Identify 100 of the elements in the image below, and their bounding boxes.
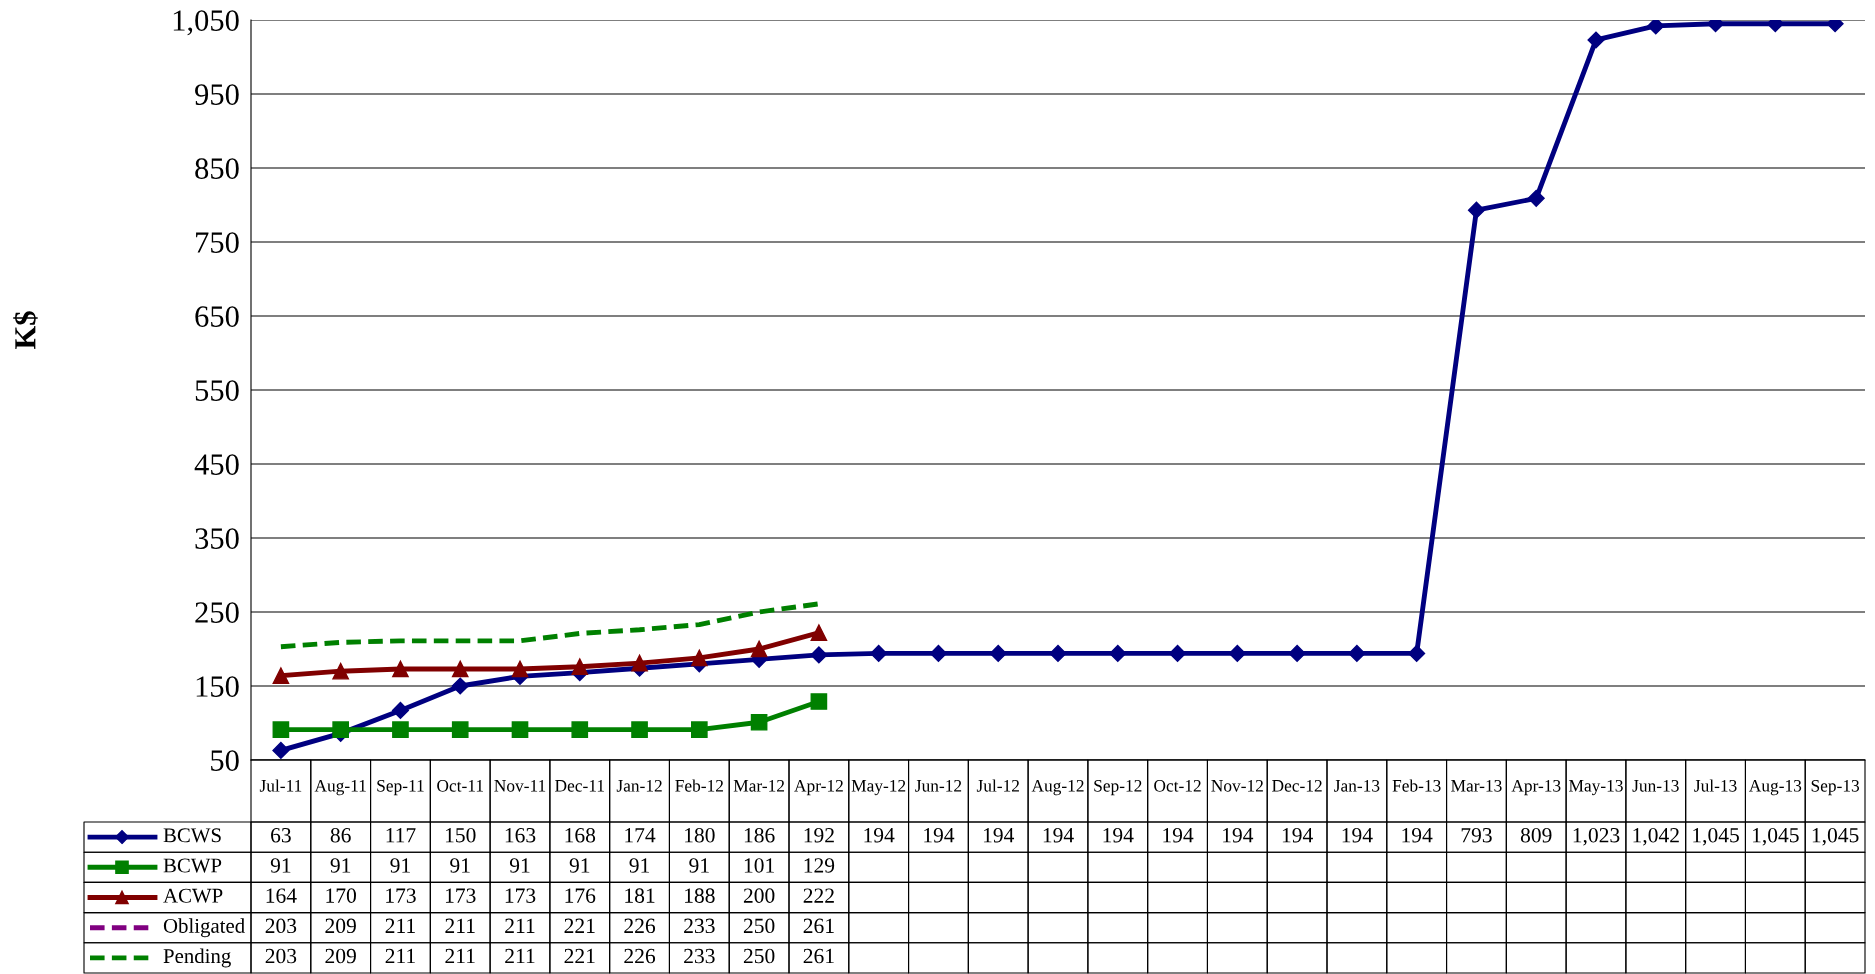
- point: [1467, 201, 1485, 219]
- x-tick-label: Aug-13: [1748, 779, 1802, 796]
- point: [1288, 644, 1306, 662]
- x-tick-label: Jan-13: [1334, 780, 1380, 792]
- x-tick-label: Aug-11: [314, 779, 366, 796]
- point: [451, 721, 469, 738]
- point: [750, 640, 768, 658]
- point: [1109, 644, 1127, 662]
- point: [1228, 644, 1246, 662]
- point: [451, 660, 469, 678]
- x-tick-label: Aug-12: [1031, 779, 1084, 796]
- point: [392, 660, 409, 678]
- data-label: 173: [505, 888, 536, 903]
- data-label: 200: [743, 888, 775, 903]
- text: 233: [684, 918, 715, 934]
- data-label: 250: [743, 948, 775, 964]
- x-tick-label: Nov-12: [1211, 780, 1263, 792]
- data-label: 1,023: [1573, 827, 1620, 846]
- data-label: 91: [629, 858, 650, 873]
- data-label: 194: [983, 828, 1015, 843]
- data-label: 1,045: [1693, 827, 1739, 846]
- data-label: 809: [1520, 827, 1552, 843]
- data-label: 63: [271, 828, 291, 843]
- point: [571, 721, 589, 738]
- y-tick-label: 1,050: [173, 10, 239, 36]
- data-label: 91: [390, 858, 410, 873]
- y-axis-title: K$: [13, 311, 38, 349]
- x-tick-label: May-12: [851, 779, 906, 796]
- data-label: 91: [270, 858, 291, 873]
- x-tick-label: Oct-11: [437, 780, 483, 792]
- y-tick-label: 50: [211, 750, 239, 771]
- x-tick-label: Jul-12: [976, 779, 1019, 792]
- x-tick-label: Jan-12: [616, 780, 662, 792]
- data-label: 86: [330, 827, 351, 843]
- data-label: 186: [744, 827, 775, 843]
- data-label: 180: [685, 827, 715, 843]
- data-label: 192: [804, 828, 834, 843]
- x-tick-label: Sep-12: [1094, 780, 1142, 796]
- y-tick-label: 950: [195, 84, 239, 105]
- point: [750, 713, 768, 731]
- data-label: 91: [450, 858, 470, 873]
- x-tick-label: Dec-12: [1272, 780, 1322, 792]
- point: [391, 701, 409, 719]
- data-label: 222: [803, 888, 834, 903]
- data-label: 173: [445, 888, 476, 903]
- data-label: 793: [1461, 828, 1492, 843]
- point: [870, 644, 888, 662]
- text: 209: [325, 918, 356, 934]
- point: [1527, 189, 1545, 207]
- legend-label: BCWS: [163, 828, 221, 843]
- data-label: 211: [385, 948, 415, 964]
- point: [1049, 644, 1067, 662]
- data-label: 101: [744, 858, 774, 873]
- data-label: 150: [445, 827, 476, 843]
- x-tick-label: Jun-12: [915, 780, 962, 792]
- point: [272, 721, 290, 738]
- data-label: 91: [330, 858, 351, 873]
- data-label: 181: [625, 888, 655, 903]
- data-label: 129: [804, 858, 835, 873]
- y-tick-label: 450: [194, 454, 239, 475]
- text: 211: [385, 918, 415, 933]
- x-tick-label: May-13: [1569, 779, 1623, 796]
- text: 221: [564, 918, 595, 933]
- x-tick-label: Sep-13: [1811, 780, 1860, 796]
- point: [511, 721, 529, 738]
- data-label: 221: [564, 948, 595, 964]
- data-label: 174: [625, 828, 656, 843]
- point: [690, 649, 708, 667]
- data-label: 194: [1103, 828, 1134, 843]
- x-tick-label: Feb-13: [1392, 779, 1441, 792]
- data-label: 1,045: [1812, 827, 1859, 846]
- x-tick-label: Feb-12: [675, 779, 723, 792]
- y-tick-label: 650: [195, 306, 239, 327]
- point: [810, 646, 828, 664]
- point: [1169, 644, 1187, 662]
- text: 211: [505, 918, 535, 933]
- point: [392, 721, 409, 738]
- data-label: 194: [924, 828, 955, 843]
- x-tick-label: Jul-13: [1694, 779, 1737, 792]
- point: [631, 654, 648, 672]
- data-label: 170: [326, 888, 356, 903]
- point: [1647, 20, 1665, 35]
- data-label: 194: [1282, 828, 1313, 843]
- data-label: 1,042: [1633, 827, 1679, 846]
- data-label: 176: [565, 888, 596, 903]
- point: [332, 721, 350, 738]
- point: [810, 693, 828, 710]
- point: [272, 741, 290, 759]
- point: [272, 667, 290, 684]
- x-tick-label: Apr-13: [1511, 780, 1561, 796]
- data-label: 1,045: [1753, 827, 1799, 846]
- text: 203: [265, 918, 297, 934]
- data-label: 194: [1043, 828, 1074, 843]
- data-label: 226: [624, 948, 656, 964]
- x-tick-label: Apr-12: [794, 780, 843, 796]
- legend-label: BCWP: [163, 858, 222, 873]
- data-label: 209: [325, 948, 356, 964]
- text: 250: [743, 918, 775, 934]
- data-label: 194: [1163, 828, 1194, 843]
- y-tick-label: 250: [195, 602, 239, 623]
